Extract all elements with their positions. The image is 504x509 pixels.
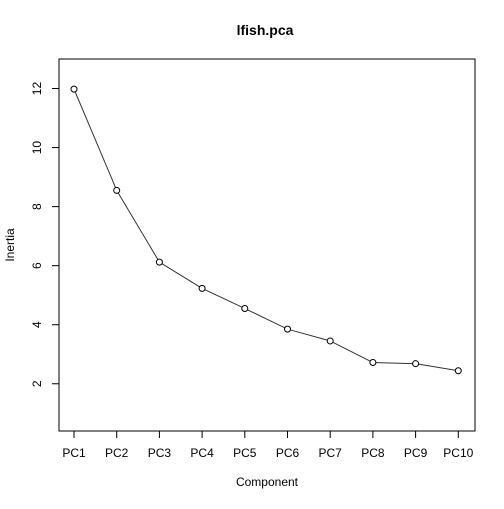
series-line-segment	[290, 329, 328, 341]
x-axis-title: Component	[236, 475, 299, 489]
y-axis-title: Inertia	[3, 228, 17, 262]
x-tick-label: PC3	[148, 446, 172, 460]
series-line-segment	[418, 363, 456, 371]
data-point-pc7	[326, 337, 334, 345]
x-tick-label: PC9	[404, 446, 428, 460]
data-point-pc10	[454, 367, 462, 375]
series-line-segment	[204, 289, 243, 308]
series-line-segment	[161, 263, 200, 288]
x-tick-label: PC4	[190, 446, 214, 460]
x-tick-label: PC10	[443, 446, 473, 460]
data-point-pc4	[198, 284, 206, 292]
data-point-pc5	[241, 304, 249, 312]
series-line-segment	[74, 91, 116, 188]
x-tick-label: PC6	[276, 446, 300, 460]
y-tick-label: 10	[30, 141, 44, 155]
y-axis: 2 4 6 8 10 12	[30, 82, 59, 387]
series-line-segment	[375, 362, 413, 365]
x-tick-label: PC1	[62, 446, 86, 460]
data-point-pc9	[412, 360, 420, 368]
data-point-pc8	[369, 359, 377, 367]
plot-frame	[58, 58, 476, 432]
y-tick-label: 6	[30, 262, 44, 269]
series-line-segment	[332, 341, 371, 362]
data-point-pc1	[70, 85, 78, 93]
chart-title: lfish.pca	[237, 22, 294, 38]
data-point-pc6	[284, 325, 291, 333]
x-axis: PC1 PC2 PC3 PC4 PC5 PC6 PC7 PC8 PC9 PC10	[62, 431, 474, 460]
y-tick-label: 4	[30, 321, 44, 328]
data-point-pc2	[113, 186, 121, 194]
x-tick-label: PC8	[361, 446, 385, 460]
y-tick-label: 8	[30, 203, 44, 210]
x-tick-label: PC2	[105, 446, 129, 460]
series-layer	[70, 85, 462, 375]
series-line-segment	[117, 192, 159, 260]
x-tick-label: PC5	[233, 446, 257, 460]
y-tick-label: 12	[30, 82, 44, 96]
x-tick-label: PC7	[319, 446, 343, 460]
data-point-pc3	[155, 258, 163, 266]
series-line-segment	[247, 309, 286, 329]
y-tick-label: 2	[30, 380, 44, 387]
